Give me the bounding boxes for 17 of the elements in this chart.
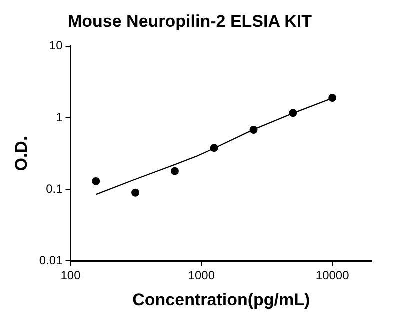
x-tick-label: 1000 <box>188 268 216 283</box>
point <box>328 94 337 102</box>
y-tick-label: 0.01 <box>39 254 64 268</box>
point <box>250 126 258 134</box>
y-axis-title: O.D. <box>12 136 31 172</box>
x-tick-label: 10000 <box>316 268 350 283</box>
point <box>170 167 179 176</box>
chart-title: Mouse Neuropilin-2 ELSIA KIT <box>68 12 313 31</box>
point <box>92 177 100 186</box>
x-axis-title: Concentration(pg/mL) <box>132 290 310 310</box>
y-tick-label: 0.1 <box>46 182 64 196</box>
point <box>289 109 298 118</box>
point <box>132 188 140 197</box>
x-tick-label: 100 <box>60 268 82 283</box>
point <box>210 144 218 152</box>
y-tick-label: 1 <box>56 110 64 124</box>
y-tick-label: 10 <box>49 38 64 53</box>
